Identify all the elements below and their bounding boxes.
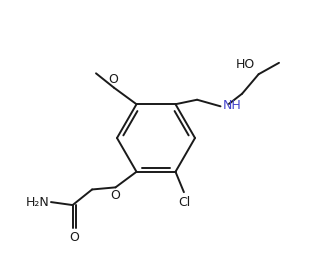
Text: O: O — [110, 190, 120, 202]
Text: O: O — [109, 73, 118, 86]
Text: NH: NH — [223, 99, 242, 112]
Text: Cl: Cl — [178, 196, 190, 209]
Text: HO: HO — [236, 58, 255, 71]
Text: O: O — [70, 232, 79, 244]
Text: H₂N: H₂N — [26, 196, 50, 209]
